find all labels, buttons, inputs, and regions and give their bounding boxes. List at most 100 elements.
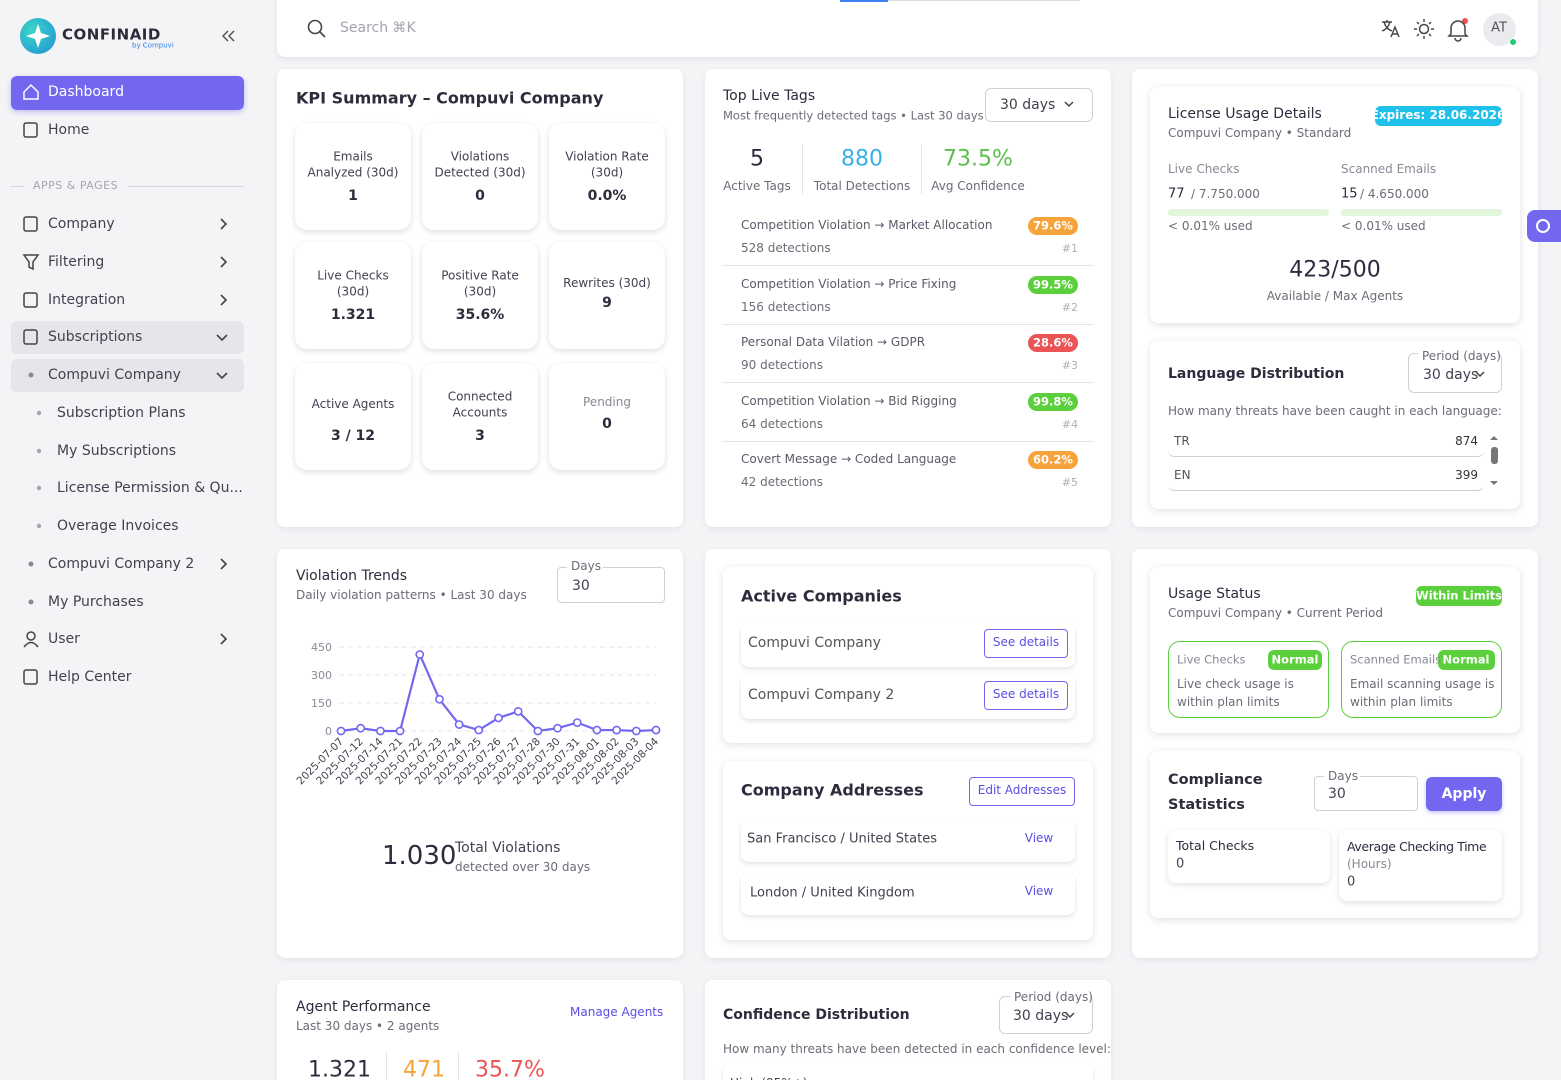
usage-bar (1341, 209, 1502, 216)
kpi-value: 9 (602, 294, 612, 311)
details-button-label[interactable]: See details (992, 687, 1060, 702)
nav-item[interactable]: Company (48, 215, 115, 232)
trend-point (533, 726, 543, 736)
trend-point (553, 723, 562, 733)
notif-dot (1462, 18, 1468, 24)
days-value: 30 (572, 577, 590, 594)
card-description: How many threats have been caught in eac… (1168, 404, 1502, 419)
tag-rank: #5 (1061, 475, 1078, 489)
apply-button[interactable] (1426, 777, 1502, 811)
theme-icon (1414, 19, 1434, 39)
usage-used: 15 (1341, 186, 1358, 202)
tag-rank: #3 (1061, 358, 1078, 372)
card-title: Compliance Statistics (1168, 772, 1263, 813)
nav-item[interactable]: My Purchases (48, 593, 144, 610)
card-subtitle: Daily violation patterns • Last 30 days (296, 588, 527, 603)
nav-icon (23, 329, 38, 345)
avatar-initials: AT (1491, 20, 1507, 36)
details-button-label[interactable]: See details (992, 635, 1060, 650)
language-name: TR (1174, 434, 1190, 449)
usage-tile-text: Email scanning usage is within plan limi… (1350, 677, 1495, 709)
settings-button[interactable] (1527, 210, 1561, 242)
divider (458, 1052, 459, 1080)
normal-text: Normal (1442, 652, 1490, 667)
chevron (220, 558, 228, 570)
language-row (1168, 462, 1484, 491)
kpi-label: Pending (583, 395, 631, 410)
nav-item[interactable]: Filtering (48, 253, 105, 270)
nav-open[interactable] (11, 321, 244, 354)
nav-item[interactable]: Subscription Plans (57, 404, 186, 421)
brand: CONFINAID (62, 25, 161, 44)
nav-item[interactable]: Overage Invoices (57, 517, 179, 534)
select-chevron (1065, 1012, 1075, 1019)
nav-item[interactable]: Dashboard (48, 83, 124, 100)
edit-button-label[interactable]: Edit Addresses (977, 783, 1067, 798)
nav-item[interactable]: Compuvi Company (48, 366, 181, 383)
days-label: Days (571, 559, 601, 574)
agents-card (277, 980, 683, 1080)
nav-open[interactable] (11, 359, 244, 392)
status-badge (1416, 586, 1502, 606)
trend-point (395, 726, 405, 736)
apply-label[interactable]: Apply (1441, 785, 1487, 802)
nav-item[interactable]: My Subscriptions (57, 442, 177, 459)
tag-rank: #4 (1061, 417, 1078, 431)
trend-point (415, 650, 425, 659)
theme-icon (1418, 23, 1430, 35)
nav-item[interactable]: Compuvi Company 2 (48, 555, 195, 572)
label-bg (1324, 770, 1360, 783)
manage-link[interactable]: Manage Agents (570, 1005, 664, 1020)
days-input[interactable] (1314, 776, 1418, 811)
agent-stat: 471 (403, 1057, 445, 1080)
trend-point (454, 720, 464, 729)
details-button[interactable] (984, 681, 1068, 710)
edit-button[interactable] (969, 777, 1075, 806)
kpi-tile (422, 363, 538, 470)
tag-confidence: 99.5% (1033, 277, 1073, 292)
period-value: 30 days (1423, 366, 1479, 383)
stat-value: 73.5% (943, 146, 1013, 172)
kpi-label: Emails Analyzed (30d) (307, 149, 399, 179)
details-button[interactable] (984, 629, 1068, 658)
total-sub: detected over 30 days (455, 860, 591, 875)
stat-label: Avg Confidence (931, 179, 1025, 194)
row-divider (723, 265, 1093, 266)
period-select[interactable] (985, 88, 1093, 122)
language-count: 399 (1455, 468, 1478, 483)
tag-name: Personal Data Vilation → GDPR (741, 335, 926, 350)
card-subtitle: Last 30 days • 2 agents (296, 1019, 440, 1034)
nav-item[interactable]: User (48, 630, 80, 647)
tag-name: Competition Violation → Market Allocatio… (741, 218, 993, 233)
language-row (1168, 428, 1484, 457)
kpi-value: 3 / 12 (330, 427, 376, 444)
section-line (10, 186, 24, 187)
confidence-badge (1028, 275, 1078, 294)
row-divider (723, 382, 1093, 383)
nav-item[interactable]: License Permission & Qu... (57, 479, 243, 496)
status-text: Within Limits (1416, 588, 1502, 603)
kpi-tile (549, 363, 665, 470)
nav-item[interactable]: Subscriptions (48, 328, 143, 345)
search-icon (319, 31, 326, 38)
active-nav[interactable] (11, 76, 244, 110)
search-input[interactable]: Search ⌘K (340, 19, 416, 36)
view-link[interactable]: View (1024, 884, 1054, 899)
period-value: 30 days (1013, 1007, 1069, 1024)
nav-item[interactable]: Integration (48, 291, 126, 308)
sidebar (0, 0, 260, 1080)
chevron (216, 372, 228, 380)
kpi-value: 0.0% (587, 187, 627, 204)
nav-item[interactable]: Home (48, 121, 90, 138)
select-chevron (1064, 101, 1074, 108)
tag-confidence: 60.2% (1033, 452, 1073, 467)
nav-item[interactable]: Help Center (48, 668, 132, 685)
stat-sub: (Hours) (1347, 857, 1392, 872)
normal-text: Normal (1271, 652, 1319, 667)
days-input[interactable] (557, 567, 665, 603)
divider (921, 144, 922, 194)
tag-rank: #2 (1061, 300, 1078, 314)
stat-tile (1339, 830, 1502, 901)
view-link[interactable]: View (1024, 831, 1054, 846)
trend-point (592, 725, 602, 735)
